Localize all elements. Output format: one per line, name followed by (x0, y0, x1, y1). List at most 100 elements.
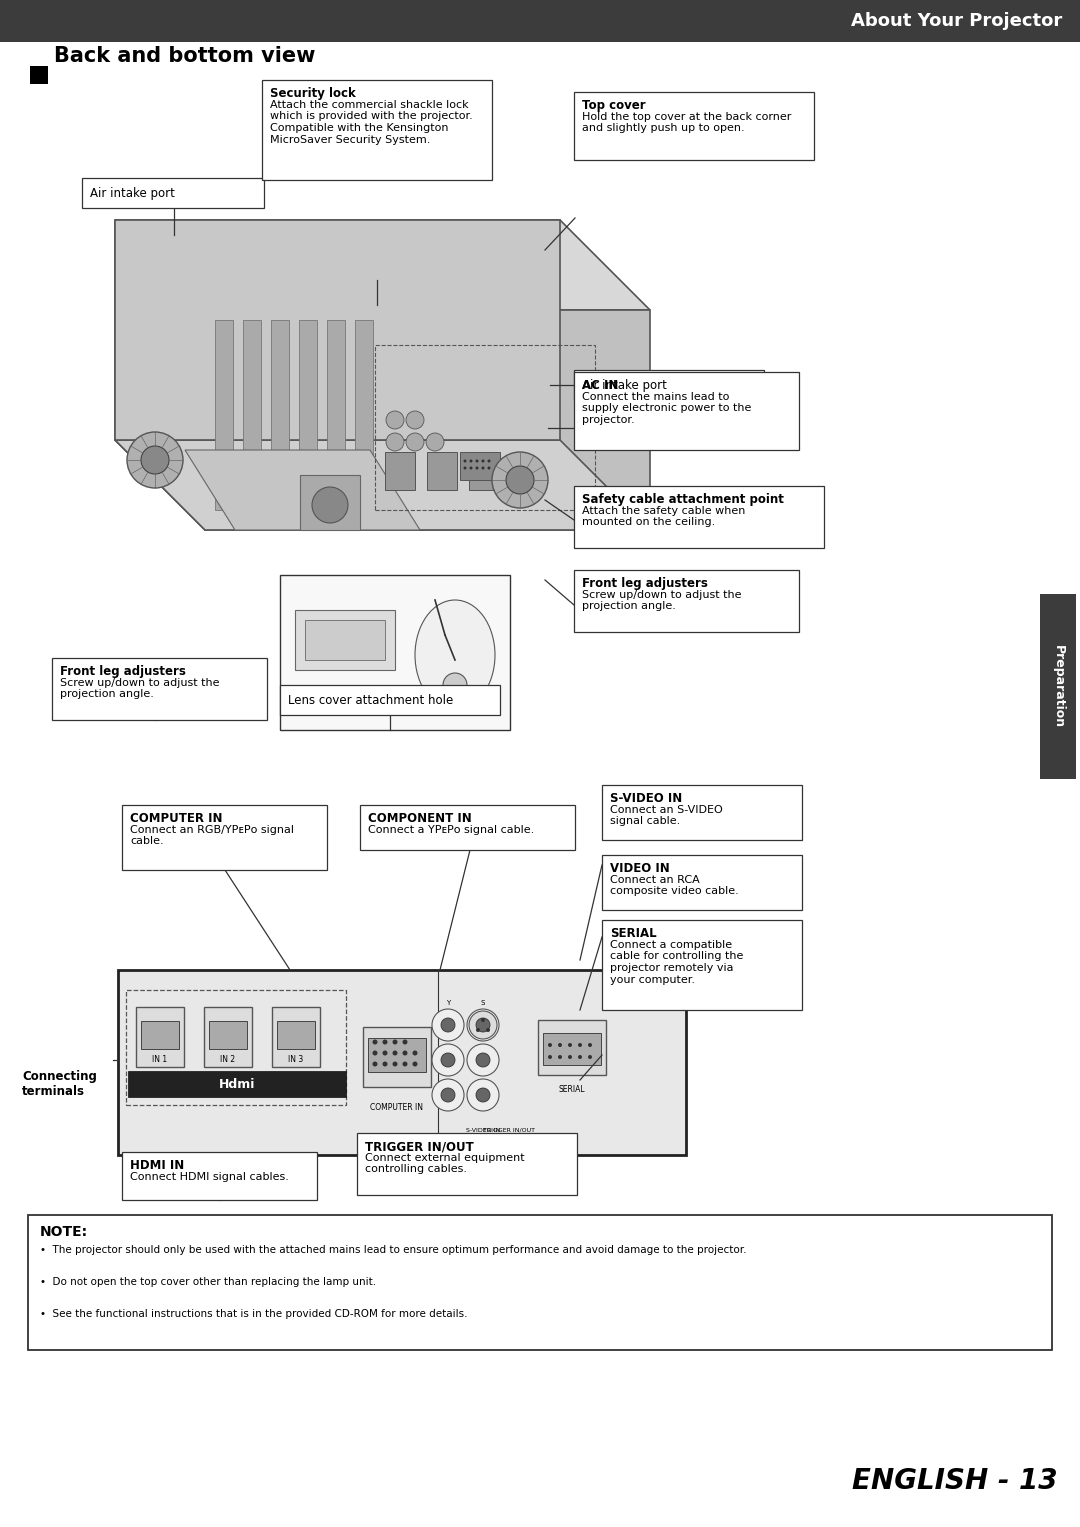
FancyBboxPatch shape (118, 970, 686, 1154)
Text: Screw up/down to adjust the
projection angle.: Screw up/down to adjust the projection a… (582, 589, 742, 611)
Circle shape (467, 1080, 499, 1112)
Circle shape (386, 434, 404, 450)
Circle shape (382, 1051, 388, 1055)
FancyBboxPatch shape (543, 1032, 600, 1064)
Circle shape (568, 1043, 572, 1048)
Circle shape (403, 1040, 407, 1044)
Text: About Your Projector: About Your Projector (851, 12, 1062, 31)
Text: Connect an RGB/YPᴇPᴏ signal
cable.: Connect an RGB/YPᴇPᴏ signal cable. (130, 825, 294, 846)
Text: IN 3: IN 3 (288, 1055, 303, 1064)
Text: Air intake port: Air intake port (90, 186, 175, 200)
Circle shape (373, 1051, 378, 1055)
Circle shape (426, 434, 444, 450)
FancyBboxPatch shape (204, 1006, 252, 1067)
Text: Top cover: Top cover (582, 99, 646, 111)
Circle shape (568, 1055, 572, 1060)
Circle shape (475, 460, 478, 463)
Text: Connecting
terminals: Connecting terminals (22, 1070, 97, 1098)
Circle shape (588, 1055, 592, 1060)
Text: Hold the top cover at the back corner
and slightly push up to open.: Hold the top cover at the back corner an… (582, 111, 792, 133)
Text: IN 1: IN 1 (152, 1055, 167, 1064)
FancyBboxPatch shape (299, 321, 318, 510)
Circle shape (392, 1040, 397, 1044)
Text: Hdmi: Hdmi (219, 1078, 255, 1090)
Text: COMPONENT IN: COMPONENT IN (463, 1141, 513, 1145)
Circle shape (413, 1051, 418, 1055)
Circle shape (467, 1009, 499, 1041)
Text: SERIAL: SERIAL (610, 927, 657, 941)
Text: TRIGGER IN/OUT: TRIGGER IN/OUT (483, 1128, 535, 1133)
Text: •  The projector should only be used with the attached mains lead to ensure opti: • The projector should only be used with… (40, 1245, 746, 1255)
Text: COMPONENT IN: COMPONENT IN (368, 812, 472, 825)
FancyBboxPatch shape (538, 1020, 606, 1075)
Circle shape (476, 1028, 480, 1032)
FancyBboxPatch shape (602, 785, 802, 840)
FancyBboxPatch shape (360, 805, 575, 851)
FancyBboxPatch shape (368, 1038, 426, 1072)
Circle shape (443, 673, 467, 696)
FancyBboxPatch shape (305, 620, 384, 660)
Text: S-VIDEO IN: S-VIDEO IN (610, 793, 683, 805)
Circle shape (492, 452, 548, 508)
Text: Connect a compatible
cable for controlling the
projector remotely via
your compu: Connect a compatible cable for controlli… (610, 939, 743, 985)
Text: •  See the functional instructions that is in the provided CD-ROM for more detai: • See the functional instructions that i… (40, 1309, 468, 1319)
FancyBboxPatch shape (355, 321, 373, 510)
FancyBboxPatch shape (271, 321, 289, 510)
Circle shape (487, 467, 490, 469)
Text: AC IN: AC IN (582, 379, 619, 392)
FancyBboxPatch shape (272, 1006, 320, 1067)
Circle shape (476, 1019, 490, 1032)
Circle shape (406, 411, 424, 429)
Circle shape (476, 1089, 490, 1102)
Circle shape (441, 1089, 455, 1102)
Circle shape (127, 432, 183, 489)
FancyBboxPatch shape (129, 1070, 346, 1096)
Text: Lens cover attachment hole: Lens cover attachment hole (288, 693, 454, 707)
Text: Connect an S-VIDEO
signal cable.: Connect an S-VIDEO signal cable. (610, 805, 723, 826)
FancyBboxPatch shape (215, 321, 233, 510)
FancyBboxPatch shape (122, 1151, 318, 1200)
FancyBboxPatch shape (357, 1133, 577, 1196)
Ellipse shape (415, 600, 495, 710)
Circle shape (406, 434, 424, 450)
Polygon shape (114, 220, 650, 310)
Circle shape (382, 1061, 388, 1066)
Circle shape (432, 1009, 464, 1041)
Circle shape (432, 1080, 464, 1112)
Text: Front leg adjusters: Front leg adjusters (60, 664, 186, 678)
FancyBboxPatch shape (210, 1022, 247, 1049)
Circle shape (486, 1028, 490, 1032)
Text: Front leg adjusters: Front leg adjusters (582, 577, 707, 589)
FancyBboxPatch shape (280, 686, 500, 715)
Circle shape (413, 1061, 418, 1066)
FancyBboxPatch shape (280, 576, 510, 730)
FancyBboxPatch shape (1040, 594, 1076, 779)
Circle shape (548, 1043, 552, 1048)
FancyBboxPatch shape (363, 1028, 431, 1087)
FancyBboxPatch shape (82, 179, 264, 208)
Text: Air intake port: Air intake port (582, 379, 666, 391)
FancyBboxPatch shape (384, 452, 415, 490)
Circle shape (467, 1044, 499, 1077)
Polygon shape (205, 310, 650, 530)
Circle shape (578, 1055, 582, 1060)
FancyBboxPatch shape (300, 475, 360, 530)
Text: VIDEO IN: VIDEO IN (610, 863, 670, 875)
FancyBboxPatch shape (327, 321, 345, 510)
FancyBboxPatch shape (243, 321, 261, 510)
FancyBboxPatch shape (427, 452, 457, 490)
Text: ENGLISH - 13: ENGLISH - 13 (852, 1467, 1058, 1495)
Circle shape (469, 1011, 497, 1038)
Circle shape (475, 467, 478, 469)
Text: •  Do not open the top cover other than replacing the lamp unit.: • Do not open the top cover other than r… (40, 1277, 376, 1287)
Circle shape (432, 1044, 464, 1077)
Circle shape (507, 466, 534, 495)
Circle shape (463, 460, 467, 463)
Text: Connect an RCA
composite video cable.: Connect an RCA composite video cable. (610, 875, 739, 896)
Circle shape (441, 1019, 455, 1032)
Text: Screw up/down to adjust the
projection angle.: Screw up/down to adjust the projection a… (60, 678, 219, 699)
Text: COMPUTER IN: COMPUTER IN (370, 1102, 423, 1112)
Circle shape (482, 467, 485, 469)
Polygon shape (114, 440, 650, 530)
Text: NOTE:: NOTE: (40, 1225, 89, 1238)
